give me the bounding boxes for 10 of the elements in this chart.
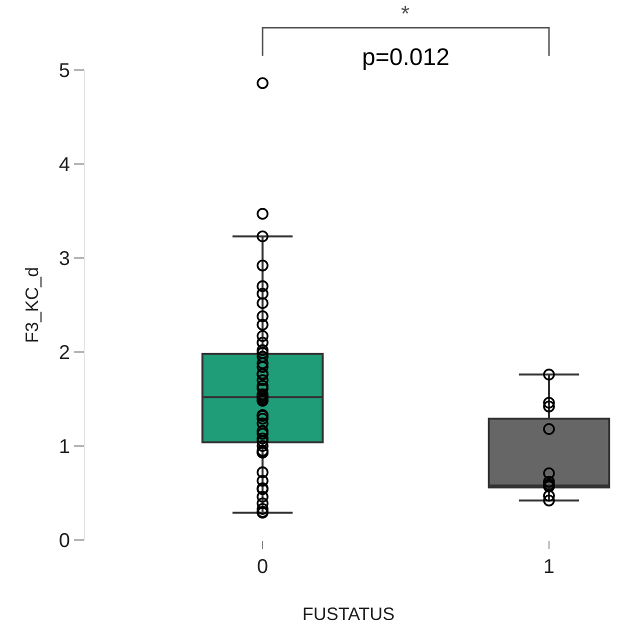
y-tick-label: 0 xyxy=(58,530,70,552)
y-tick-label: 1 xyxy=(58,436,70,458)
y-tick-label: 4 xyxy=(58,154,70,176)
annotation: p=0.012 xyxy=(362,44,450,71)
y-tick-label: 2 xyxy=(58,342,70,364)
x-axis-title: FUSTATUS xyxy=(302,604,395,624)
y-tick-label: 5 xyxy=(58,60,70,82)
text: * xyxy=(401,1,410,26)
y-axis-title: F3_KC_d xyxy=(22,266,42,344)
y-tick-label: 3 xyxy=(58,248,70,270)
